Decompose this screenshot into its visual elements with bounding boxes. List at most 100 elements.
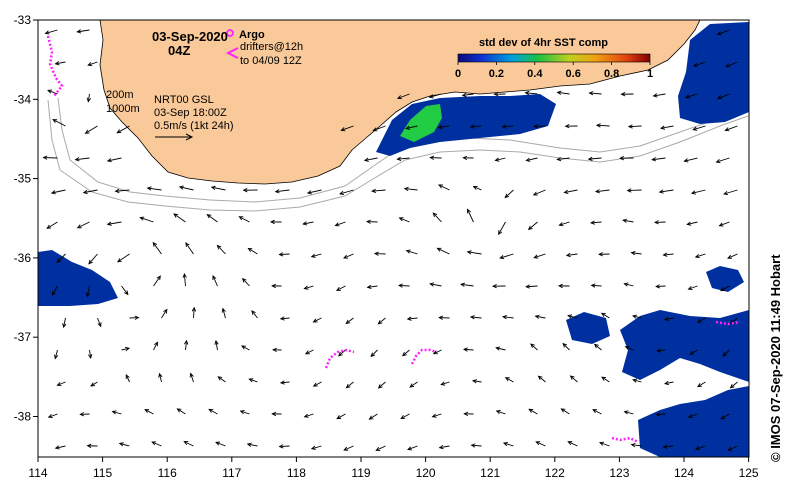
current-arrow bbox=[88, 253, 98, 265]
current-arrow-head bbox=[696, 318, 702, 323]
current-arrow bbox=[505, 377, 514, 383]
current-arrow bbox=[535, 441, 546, 447]
current-arrow-head bbox=[86, 443, 92, 448]
current-arrow-head bbox=[601, 376, 607, 381]
current-arrow-head bbox=[727, 446, 733, 451]
current-arrow bbox=[725, 125, 738, 131]
lon-tick-label: 122 bbox=[545, 466, 565, 480]
current-arrow bbox=[83, 189, 98, 194]
current-arrow bbox=[430, 283, 442, 287]
current-arrow-head bbox=[85, 292, 91, 298]
drifter-track bbox=[715, 320, 741, 326]
current-arrow bbox=[343, 445, 354, 451]
current-arrow bbox=[503, 442, 514, 447]
current-arrow bbox=[624, 411, 634, 415]
current-arrow-head bbox=[118, 442, 124, 447]
current-arrow bbox=[311, 445, 322, 450]
colorbar-scale bbox=[457, 53, 651, 63]
current-arrow bbox=[57, 381, 66, 386]
current-arrow-head bbox=[471, 379, 477, 384]
current-arrow-head bbox=[684, 94, 690, 99]
current-arrow bbox=[212, 275, 218, 287]
current-arrow-head bbox=[630, 442, 636, 448]
current-arrow-head bbox=[84, 129, 90, 134]
current-arrow bbox=[716, 157, 730, 163]
current-arrow-head bbox=[343, 446, 349, 451]
lat-tick-label: -33 bbox=[14, 13, 32, 27]
current-arrow-head bbox=[598, 441, 604, 446]
current-arrow-head bbox=[279, 316, 285, 321]
current-arrow-head bbox=[429, 155, 435, 160]
current-arrow-head bbox=[569, 375, 575, 380]
current-arrow bbox=[628, 125, 642, 128]
current-arrow bbox=[656, 413, 666, 416]
current-arrow-head bbox=[153, 341, 158, 347]
current-arrow bbox=[437, 247, 450, 255]
current-arrow-head bbox=[409, 383, 415, 388]
current-arrow bbox=[240, 410, 250, 415]
current-arrow-head bbox=[565, 252, 571, 258]
isobath-200m-label: 200m bbox=[106, 89, 134, 101]
current-arrow-head bbox=[632, 378, 638, 383]
current-arrow-head bbox=[173, 213, 179, 218]
current-arrow bbox=[304, 285, 314, 290]
current-arrow bbox=[721, 413, 730, 420]
time-label: 04Z bbox=[168, 43, 190, 58]
current-arrow-head bbox=[504, 193, 510, 199]
current-arrow bbox=[685, 93, 698, 98]
current-arrow-head bbox=[534, 314, 540, 319]
current-arrow bbox=[378, 381, 386, 389]
current-arrow bbox=[47, 89, 58, 95]
current-arrow-head bbox=[493, 92, 499, 97]
current-arrow bbox=[397, 157, 410, 160]
current-arrow-head bbox=[687, 414, 693, 419]
current-arrow-head bbox=[619, 156, 624, 161]
current-arrow-head bbox=[724, 127, 730, 132]
current-arrow-head bbox=[50, 190, 56, 195]
current-arrow-head bbox=[271, 283, 276, 289]
current-arrow bbox=[562, 343, 570, 351]
current-arrow bbox=[559, 221, 570, 226]
current-arrow-head bbox=[334, 222, 340, 227]
current-arrow bbox=[45, 29, 58, 34]
current-arrow-head bbox=[345, 319, 351, 325]
current-arrow-head bbox=[498, 230, 503, 236]
model-label: NRT00 GSL bbox=[154, 94, 214, 106]
map-area: 03-Sep-2020 04Z Argo drifters@12h to 04/… bbox=[38, 20, 749, 457]
current-arrow bbox=[177, 408, 186, 415]
current-arrow bbox=[369, 413, 378, 420]
current-arrow bbox=[601, 312, 610, 319]
current-arrow bbox=[568, 441, 578, 447]
current-arrow-head bbox=[279, 380, 285, 385]
current-arrow bbox=[341, 125, 354, 131]
current-arrow bbox=[728, 445, 738, 451]
current-arrow-head bbox=[501, 124, 507, 129]
current-arrow-head bbox=[405, 125, 411, 130]
current-arrow bbox=[697, 381, 706, 387]
current-arrow-head bbox=[598, 252, 603, 257]
current-arrow bbox=[185, 242, 194, 255]
current-arrow bbox=[242, 278, 250, 287]
current-arrow bbox=[313, 381, 322, 387]
current-arrow bbox=[313, 317, 322, 323]
current-arrow bbox=[409, 381, 418, 388]
current-arrow-head bbox=[590, 220, 595, 225]
current-arrow bbox=[473, 186, 482, 191]
current-arrow bbox=[570, 375, 578, 383]
current-arrow-head bbox=[718, 222, 724, 227]
current-arrow-head bbox=[687, 285, 693, 291]
current-arrow bbox=[591, 284, 602, 287]
current-arrow bbox=[594, 344, 602, 351]
current-arrow-head bbox=[76, 224, 82, 229]
current-arrow bbox=[222, 308, 226, 319]
lon-tick-label: 118 bbox=[287, 466, 306, 480]
current-arrow-head bbox=[340, 127, 346, 132]
current-arrow-head bbox=[401, 351, 407, 357]
current-arrow bbox=[557, 91, 570, 95]
current-arrow-head bbox=[407, 446, 413, 451]
current-arrow-head bbox=[653, 220, 659, 225]
current-arrow bbox=[248, 248, 258, 255]
current-arrow bbox=[719, 221, 730, 227]
current-arrow-head bbox=[125, 346, 131, 352]
current-arrow-head bbox=[630, 250, 636, 256]
